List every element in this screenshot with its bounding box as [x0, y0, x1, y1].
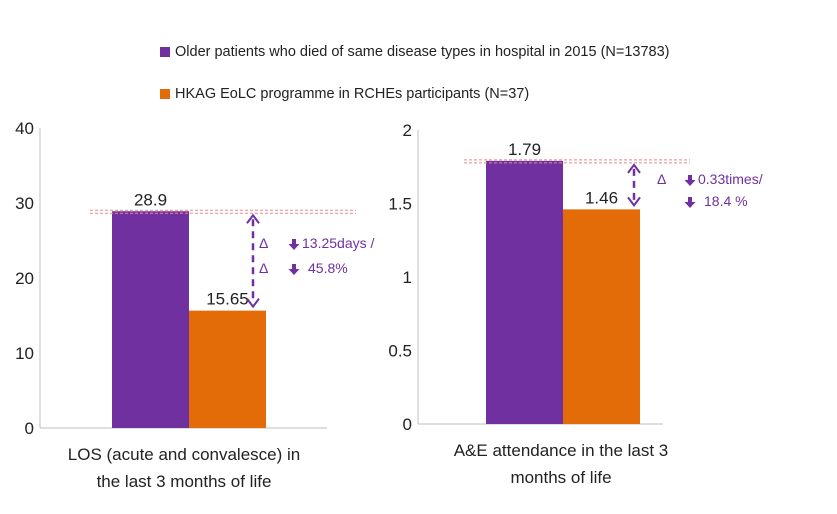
bar-eolc-programme — [189, 310, 266, 428]
difference-arrow-head-down — [627, 196, 641, 208]
y-tick-label: 0 — [403, 415, 412, 434]
legend-label: HKAG EoLC programme in RCHEs participant… — [175, 86, 530, 102]
data-label: 28.9 — [134, 190, 167, 209]
data-label: 1.46 — [585, 188, 618, 207]
data-label: 15.65 — [206, 290, 249, 309]
bar-eolc-programme — [563, 209, 640, 424]
y-tick-label: 1 — [403, 268, 412, 287]
category-label: LOS (acute and convalesce) in — [68, 445, 300, 464]
legend-swatch-purple — [160, 47, 170, 57]
annotation-change: 0.33times/ — [698, 171, 763, 187]
category-label: months of life — [510, 468, 611, 487]
bar-hospital-2015 — [486, 160, 563, 424]
legend-item-hospital-2015: Older patients who died of same disease … — [160, 44, 670, 60]
category-label: A&E attendance in the last 3 — [454, 441, 669, 460]
delta-symbol: Δ — [259, 235, 268, 251]
y-tick-label: 20 — [15, 269, 34, 288]
y-tick-label: 2 — [403, 121, 412, 140]
legend-label: Older patients who died of same disease … — [175, 44, 670, 60]
y-tick-label: 40 — [15, 119, 34, 138]
legend-swatch-orange — [160, 89, 170, 99]
y-tick-label: 0 — [25, 419, 34, 438]
data-label: 1.79 — [508, 140, 541, 159]
y-tick-label: 0.5 — [388, 342, 412, 361]
delta-symbol: Δ — [259, 260, 268, 276]
bar-hospital-2015 — [112, 211, 189, 428]
y-tick-label: 1.5 — [388, 195, 412, 214]
category-label: the last 3 months of life — [97, 472, 272, 491]
down-arrow-icon — [684, 175, 696, 186]
annotation-percent: 45.8% — [308, 260, 348, 276]
difference-arrow-head-up — [246, 213, 260, 224]
difference-arrow-head-down — [246, 298, 260, 309]
difference-arrow-head-up — [627, 163, 641, 174]
legend-item-eolc-programme: HKAG EoLC programme in RCHEs participant… — [160, 86, 529, 102]
delta-symbol: Δ — [657, 171, 666, 187]
y-tick-label: 30 — [15, 194, 34, 213]
down-arrow-icon — [288, 239, 300, 250]
y-tick-label: 10 — [15, 344, 34, 363]
annotation-percent: 18.4 % — [704, 193, 748, 209]
annotation-change: 13.25days / — [302, 235, 374, 251]
down-arrow-icon — [288, 264, 300, 275]
down-arrow-icon — [684, 197, 696, 208]
